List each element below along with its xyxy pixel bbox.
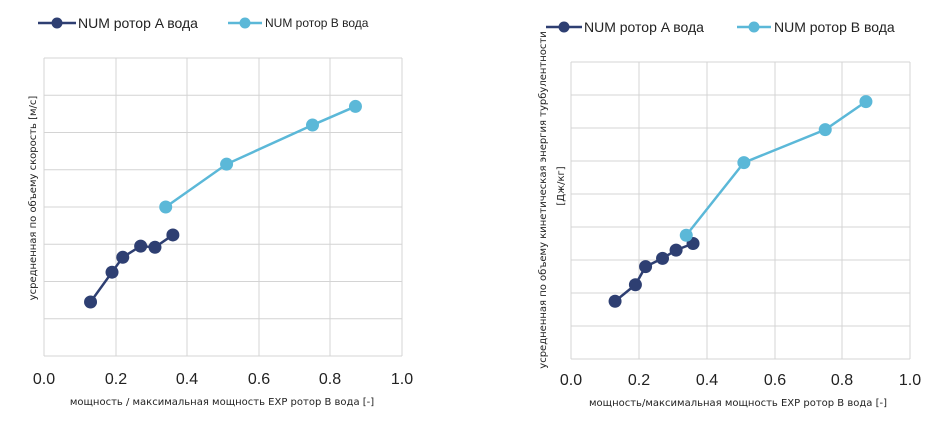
chart2-series-1-point-3 <box>859 95 873 109</box>
chart1-x-tick-0: 0.0 <box>33 371 55 388</box>
chart2-plot-area: 0.0 0.2 0.4 0.6 0.8 1.0 <box>560 61 921 389</box>
chart2-legend-label-b: NUM ротор B вода <box>774 19 895 35</box>
chart1-legend-label-a: NUM ротор A вода <box>78 15 198 31</box>
chart1-x-tick-4: 0.8 <box>319 371 341 388</box>
chart2-y-axis-label: усредненная по объему кинетическая энерг… <box>538 31 567 368</box>
chart1-legend: NUM ротор A вода NUM ротор B вода <box>38 15 369 31</box>
chart2-series-0-point-0 <box>608 294 622 308</box>
chart2-x-axis-label: мощность/максимальная мощность EXP ротор… <box>589 398 887 409</box>
chart2-series-0-point-4 <box>669 243 683 257</box>
chart1-series-0-point-0 <box>84 295 98 309</box>
chart2-x-tick-1: 0.2 <box>628 372 650 389</box>
chart1-x-axis-label: мощность / максимальная мощность EXP рот… <box>70 397 374 408</box>
chart2-series-1-point-0 <box>679 228 693 242</box>
chart2-series-0-point-3 <box>656 251 670 265</box>
chart2-series-1-line <box>685 100 867 237</box>
chart2-x-tick-4: 0.8 <box>831 372 853 389</box>
chart2-legend-label-a: NUM ротор A вода <box>584 19 704 35</box>
chart1-plot-area: 0.0 0.2 0.4 0.6 0.8 1.0 <box>33 57 413 388</box>
chart1-series-1-point-1 <box>220 157 234 171</box>
chart1-series-0-point-3 <box>134 239 148 253</box>
chart1-x-tick-5: 1.0 <box>391 371 413 388</box>
chart1-series-1-point-0 <box>159 200 173 214</box>
chart1-legend-label-b: NUM ротор B вода <box>265 16 369 30</box>
chart1-series-1-point-2 <box>306 118 319 132</box>
chart1-series-1-line <box>165 105 356 209</box>
chart1-legend-marker-a <box>51 17 63 29</box>
chart2-y-axis-label-line2: [Дж/кг] <box>556 166 567 205</box>
chart2-x-tick-5: 1.0 <box>899 372 921 389</box>
chart1-series-0-point-2 <box>116 250 130 264</box>
chart2-x-tick-2: 0.4 <box>696 372 718 389</box>
chart2-grid <box>570 61 911 360</box>
chart1-series-0-point-1 <box>105 265 119 279</box>
chart1-legend-marker-b <box>239 17 251 29</box>
chart2-legend-marker-b <box>748 21 760 33</box>
chart1-series-0-point-4 <box>148 240 162 254</box>
chart2-legend-marker-a <box>558 21 570 33</box>
chart2-legend: NUM ротор A вода NUM ротор B вода <box>546 19 895 35</box>
chart1-x-tick-3: 0.6 <box>248 371 270 388</box>
chart1-series-1-point-3 <box>348 99 362 113</box>
chart2-x-tick-0: 0.0 <box>560 372 582 389</box>
chart2-y-axis-label-line1: усредненная по объему кинетическая энерг… <box>538 31 549 368</box>
chart1-series-0-point-5 <box>166 228 180 242</box>
chart2-series-1-point-2 <box>818 123 832 137</box>
chart2-x-tick-3: 0.6 <box>764 372 786 389</box>
chart2-series-1-point-1 <box>737 156 751 170</box>
chart1-x-tick-2: 0.4 <box>176 371 198 388</box>
chart2-series-0-point-2 <box>639 260 653 274</box>
chart2-series-0-point-1 <box>628 278 642 292</box>
chart1-y-axis-label: усредненная по объему скорость [м/с] <box>28 96 39 301</box>
chart1-x-tick-1: 0.2 <box>105 371 127 388</box>
chart1-grid <box>43 57 403 357</box>
